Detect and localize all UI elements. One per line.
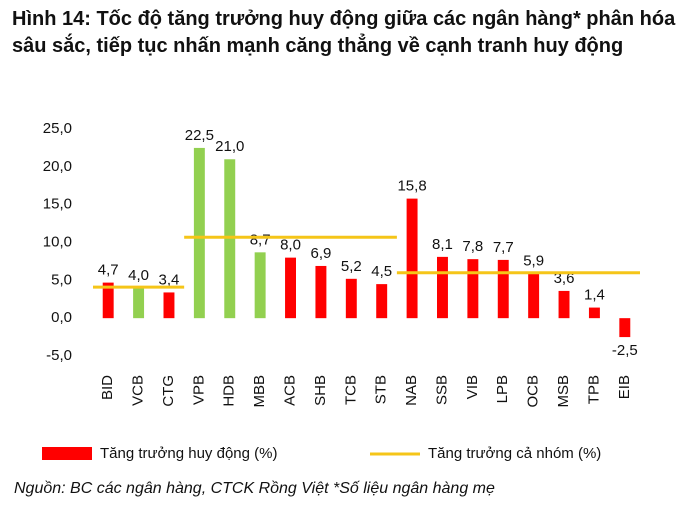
y-tick-label: 20,0	[43, 158, 72, 175]
value-label: 21,0	[215, 138, 244, 155]
legend-label: Tăng trưởng huy động (%)	[100, 445, 277, 462]
x-tick-label: TPB	[585, 375, 602, 404]
bar	[102, 282, 114, 319]
x-tick-label: STB	[373, 375, 390, 404]
x-tick-label: SHB	[312, 375, 329, 406]
bar	[254, 252, 266, 319]
x-tick-label: OCB	[525, 375, 542, 408]
bar	[619, 318, 631, 338]
bar	[285, 257, 296, 319]
x-tick-label: SSB	[433, 375, 450, 405]
x-tick-label: ACB	[281, 375, 298, 406]
x-tick-label: HDB	[221, 375, 238, 407]
y-tick-label: -5,0	[46, 347, 72, 364]
y-tick-label: 5,0	[51, 271, 72, 288]
source-note: Nguồn: BC các ngân hàng, CTCK Rồng Việt …	[14, 480, 495, 497]
x-tick-label: CTG	[160, 375, 177, 407]
bar	[497, 259, 509, 319]
value-label: 4,5	[371, 263, 392, 280]
value-label: 1,4	[584, 287, 605, 304]
x-tick-label: BID	[99, 375, 116, 400]
x-tick-label: LPB	[494, 375, 511, 403]
value-label: 7,8	[462, 238, 483, 255]
value-label: 22,5	[185, 127, 214, 144]
value-label: 3,4	[159, 271, 180, 288]
value-label: -2,5	[612, 342, 638, 359]
y-tick-label: 15,0	[43, 196, 72, 213]
bar	[437, 256, 448, 319]
x-tick-label: NAB	[403, 375, 420, 406]
legend-swatch	[42, 447, 92, 460]
value-label: 4,0	[128, 267, 149, 284]
y-tick-label: 25,0	[43, 120, 72, 137]
bar	[528, 273, 540, 319]
bar	[406, 198, 418, 319]
y-tick-label: 0,0	[51, 309, 72, 326]
x-tick-label: VCB	[130, 375, 147, 406]
chart-title: Hình 14: Tốc độ tăng trưởng huy động giữ…	[12, 8, 676, 57]
value-label: 4,7	[98, 262, 119, 279]
value-label: 5,9	[523, 252, 544, 269]
bar	[163, 292, 175, 319]
value-label: 5,2	[341, 258, 362, 275]
x-tick-label: VPB	[190, 375, 207, 405]
bar	[558, 290, 570, 319]
y-tick-label: 10,0	[43, 233, 72, 250]
value-label: 8,1	[432, 236, 453, 253]
value-label: 7,7	[493, 239, 514, 256]
bar	[315, 265, 327, 319]
value-label: 8,0	[280, 237, 301, 254]
bar	[376, 284, 388, 319]
value-label: 6,9	[310, 245, 331, 262]
bar	[345, 278, 357, 319]
bar	[224, 159, 236, 319]
x-tick-label: VIB	[464, 375, 481, 399]
bar	[467, 259, 479, 319]
x-tick-label: MSB	[555, 375, 572, 408]
legend-label: Tăng trưởng cả nhóm (%)	[428, 445, 601, 462]
value-label: 15,8	[397, 178, 426, 195]
bar	[193, 147, 205, 319]
value-label: 8,7	[250, 231, 271, 248]
x-tick-label: MBB	[251, 375, 268, 408]
bar	[588, 307, 600, 319]
bar	[133, 287, 145, 319]
x-tick-label: EIB	[616, 375, 633, 399]
x-tick-label: TCB	[342, 375, 359, 405]
